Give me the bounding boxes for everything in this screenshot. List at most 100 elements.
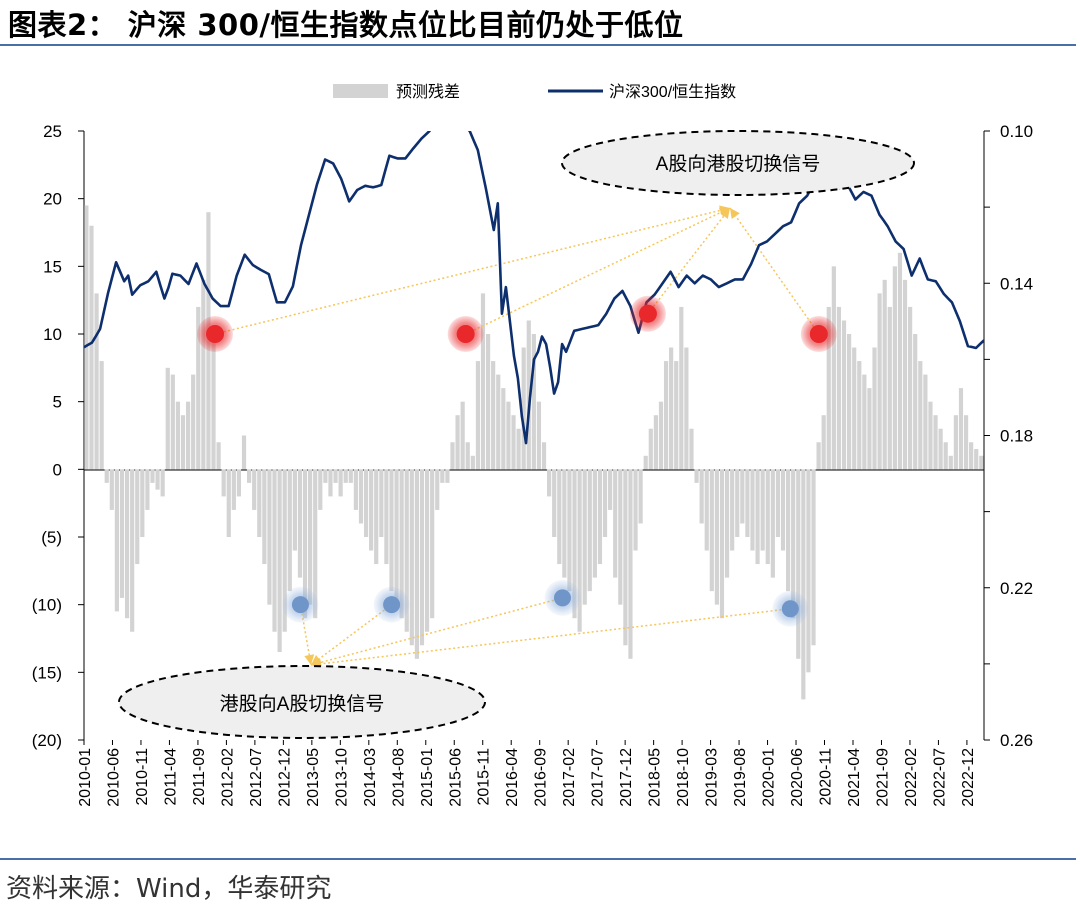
source-note: 资料来源：Wind，华泰研究 (6, 874, 332, 904)
marker-red-core (809, 325, 828, 343)
x-tick-label: 2012-12 (276, 748, 293, 807)
residual-bar (913, 334, 918, 470)
residual-bar (277, 469, 282, 653)
residual-bar (847, 334, 852, 470)
right-tick-label: 0.18 (1000, 427, 1033, 446)
residual-bar (775, 469, 781, 537)
residual-bar (404, 469, 409, 632)
marker-red-core (206, 325, 225, 343)
residual-bar (709, 469, 714, 592)
x-tick-label: 2019-08 (732, 748, 749, 807)
residual-bar (531, 334, 536, 470)
residual-bar (389, 469, 394, 592)
residual-bar (806, 469, 811, 673)
residual-bar (689, 428, 694, 470)
residual-bar (374, 469, 379, 565)
residual-bar (470, 455, 475, 470)
right-tick-label: 0.14 (1000, 274, 1033, 293)
residual-bar (455, 415, 460, 470)
marker-blue-core (553, 589, 571, 607)
x-tick-label: 2011-09 (191, 748, 208, 806)
x-tick-label: 2017-02 (561, 748, 578, 807)
residual-bar (643, 455, 648, 470)
left-tick-label: 25 (43, 122, 62, 141)
residual-bar (831, 266, 836, 470)
residual-bar (150, 469, 155, 483)
residual-bar (857, 361, 862, 470)
residual-bar (130, 469, 135, 632)
residual-bar (760, 469, 765, 551)
signal-arrow (310, 597, 563, 666)
residual-bar (241, 435, 247, 470)
marker-blue-core (781, 600, 799, 618)
residual-bar (953, 415, 958, 470)
residual-bar (577, 469, 582, 632)
residual-bar (170, 374, 175, 470)
x-tick-label: 2022-07 (931, 748, 948, 807)
signal-arrowhead (304, 654, 315, 665)
x-tick-label: 2012-07 (248, 748, 265, 807)
residual-bar (419, 469, 425, 646)
residual-bar (780, 469, 786, 551)
residual-bar (180, 415, 186, 470)
marker-blue-core (291, 596, 309, 614)
residual-bar (699, 469, 704, 524)
x-tick-label: 2014-08 (390, 748, 407, 807)
residual-bar (399, 469, 404, 619)
residual-bar (369, 469, 374, 551)
residual-bar (653, 415, 658, 470)
residual-bar (394, 469, 399, 605)
residual-bar (684, 347, 689, 470)
signal-arrow (647, 207, 731, 315)
legend-label-ratio: 沪深300/恒生指数 (609, 83, 736, 101)
residual-bar (735, 469, 740, 537)
x-tick-label: 2020-06 (789, 748, 806, 807)
right-axis-ticks: 0.10 0.14 0.18 0.22 0.26 (984, 122, 1033, 750)
residual-bar (908, 306, 913, 470)
residual-bar (485, 334, 491, 470)
signal-arrow (310, 607, 791, 666)
residual-bar (526, 320, 531, 470)
residual-bar (541, 442, 547, 470)
residual-bar (791, 469, 796, 619)
residual-bar (852, 347, 857, 470)
right-tick-label: 0.10 (1000, 122, 1033, 141)
residual-bar (562, 469, 567, 578)
x-axis-ticks: 2010-01 2010-06 2010-11 2011-04 2011-09 2012-… (77, 740, 977, 807)
residual-bar (974, 449, 979, 470)
residual-bar (730, 469, 735, 551)
residual-bar (841, 320, 847, 470)
residual-bar (221, 469, 226, 497)
left-tick-label: (20) (32, 731, 62, 750)
residual-bar (384, 469, 389, 565)
residual-bar (597, 469, 603, 565)
residual-bar (267, 469, 272, 605)
residual-bar (109, 469, 114, 510)
residual-bar (196, 306, 201, 470)
x-tick-label: 2022-02 (903, 748, 920, 807)
residual-bar (745, 469, 750, 537)
left-tick-label: 5 (53, 393, 62, 412)
residual-bar (348, 469, 353, 483)
x-tick-label: 2016-04 (504, 748, 521, 807)
callout-ellipse-a-to-h (561, 130, 915, 196)
residual-bar (308, 469, 313, 605)
residual-bar (740, 469, 745, 524)
x-tick-label: 2013-10 (333, 748, 350, 807)
residual-bar (292, 469, 297, 551)
residual-bar (501, 388, 506, 470)
left-tick-label: 15 (43, 257, 62, 276)
legend-swatch-residual (333, 84, 388, 98)
residual-bar (765, 469, 770, 565)
residual-bar (424, 469, 430, 632)
callout-ellipse-h-to-a (118, 665, 486, 739)
residual-bar (587, 469, 592, 592)
residual-bar (231, 469, 236, 510)
residual-bar (358, 469, 364, 524)
residual-bar (252, 469, 257, 510)
residual-bar (353, 469, 358, 510)
x-tick-label: 2020-01 (761, 748, 778, 807)
residual-bar (333, 469, 338, 483)
signal-arrowhead (730, 208, 740, 220)
marker-blue-core (383, 596, 401, 614)
